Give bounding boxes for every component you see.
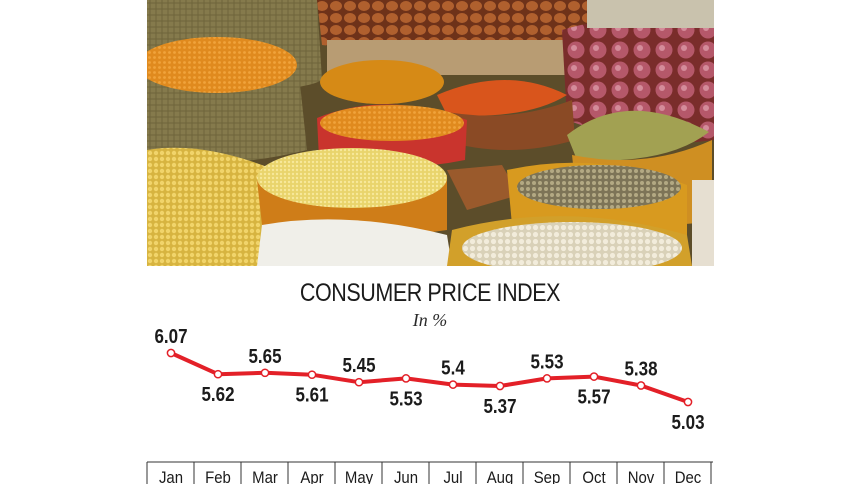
data-label: 5.53 (389, 387, 422, 410)
data-label: 5.38 (624, 357, 657, 380)
data-point (542, 374, 552, 383)
data-point (495, 381, 505, 391)
value-labels: 6.07 5.62 5.65 5.61 5.45 5.53 5.4 5.37 5.53 5.57 5… (154, 325, 704, 434)
chart-title: CONSUMER PRICE INDEX (299, 279, 561, 307)
data-label: 5.65 (248, 344, 281, 367)
x-axis: Jan Feb Mar Apr May Jun Jul Aug Sep Oct Nov Dec (146, 461, 713, 484)
data-label: 5.45 (342, 354, 375, 377)
data-point (589, 372, 599, 381)
data-label: 5.62 (201, 383, 234, 406)
x-tick-label: Oct (582, 469, 606, 484)
series-layer (166, 348, 693, 407)
x-tick-label: Nov (628, 469, 655, 484)
x-tick-label: Jun (394, 469, 418, 484)
x-tick-label: Feb (205, 469, 231, 484)
series-line (169, 351, 690, 404)
data-point (260, 368, 270, 378)
data-label: 5.61 (295, 383, 328, 406)
data-label: 5.57 (577, 385, 610, 408)
x-tick-label: Dec (675, 469, 702, 484)
x-tick-label: May (345, 469, 373, 484)
data-label: 6.07 (154, 325, 187, 348)
data-point (636, 381, 646, 390)
data-label: 5.37 (483, 395, 516, 418)
data-point (401, 374, 411, 383)
market-spices-photo (147, 0, 714, 266)
data-point (354, 377, 364, 387)
x-tick-label: Sep (534, 469, 561, 484)
x-tick-label: Aug (487, 469, 514, 484)
x-tick-label: Jul (443, 469, 462, 484)
chart-subtitle: In % (412, 310, 448, 330)
data-label: 5.4 (441, 356, 465, 379)
data-point (683, 397, 693, 407)
data-point (213, 369, 223, 379)
data-label: 5.03 (671, 411, 704, 434)
data-point (307, 370, 317, 380)
data-point (448, 380, 458, 389)
data-point (166, 348, 176, 358)
data-label: 5.53 (530, 350, 563, 373)
x-tick-label: Apr (300, 469, 324, 484)
x-tick-label: Mar (252, 469, 278, 484)
x-tick-label: Jan (159, 469, 183, 484)
